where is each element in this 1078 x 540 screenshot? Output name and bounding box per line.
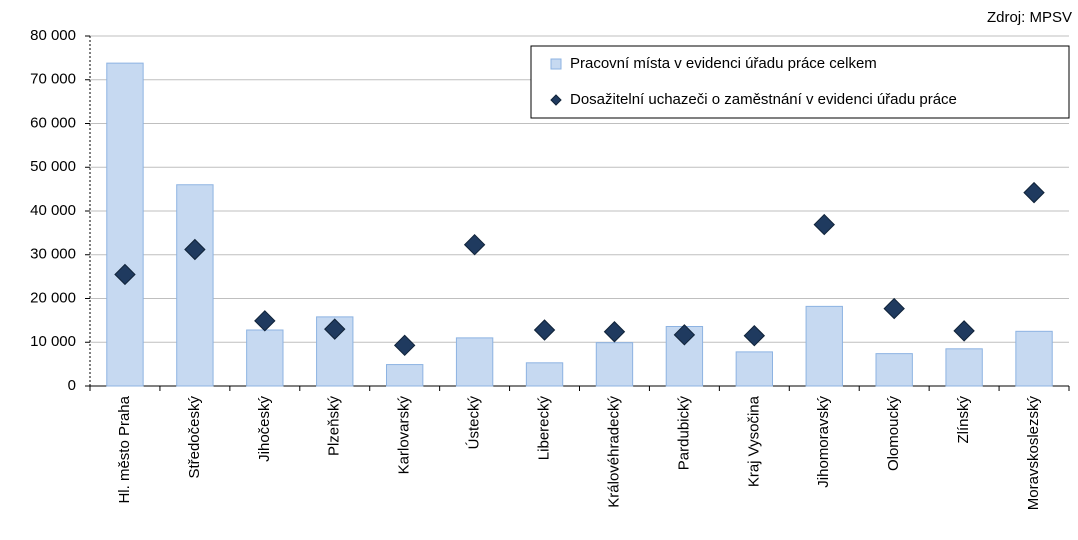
marker: [184, 238, 206, 261]
bar: [735, 351, 774, 387]
y-tick-label: 10 000: [30, 333, 76, 350]
x-tick-label: Jihomoravský: [815, 396, 832, 488]
bar: [525, 362, 564, 387]
x-tick-label: Karlovarský: [396, 396, 413, 475]
bar: [385, 364, 424, 387]
bar: [875, 353, 913, 387]
marker: [114, 263, 136, 286]
source-note: Zdroj: MPSV: [987, 9, 1072, 26]
marker: [673, 324, 696, 346]
y-tick-label: 30 000: [30, 246, 76, 263]
marker: [393, 334, 416, 357]
marker: [324, 318, 346, 340]
legend-label: Pracovní místa v evidenci úřadu práce ce…: [570, 55, 877, 72]
x-tick-label: Jihočeský: [256, 396, 273, 462]
legend-label: Dosažitelní uchazeči o zaměstnání v evid…: [570, 91, 957, 108]
x-tick-label: Ústecký: [466, 396, 483, 450]
y-tick-label: 80 000: [30, 27, 76, 44]
bar: [595, 342, 634, 387]
x-tick-label: Hl. město Praha: [116, 395, 133, 503]
bar: [1015, 330, 1053, 387]
bar: [106, 62, 144, 387]
legend-swatch: [550, 94, 562, 106]
bar: [246, 329, 284, 387]
y-tick-label: 40 000: [30, 202, 76, 219]
marker: [463, 233, 486, 256]
marker: [533, 319, 556, 341]
y-tick-label: 0: [68, 377, 76, 394]
bar: [176, 184, 214, 387]
legend-swatch: [550, 58, 562, 70]
bar: [805, 305, 843, 387]
y-tick-label: 50 000: [30, 158, 76, 175]
x-tick-label: Moravskoslezský: [1025, 396, 1042, 511]
y-tick-label: 60 000: [30, 114, 76, 131]
x-tick-label: Královéhradecký: [605, 396, 622, 508]
y-tick-label: 70 000: [30, 71, 76, 88]
y-tick-label: 20 000: [30, 289, 76, 306]
x-tick-label: Plzeňský: [326, 396, 343, 457]
bar: [455, 337, 494, 387]
marker: [883, 297, 905, 320]
bar: [945, 348, 983, 387]
marker: [813, 213, 835, 236]
x-tick-label: Olomoucký: [885, 396, 902, 472]
marker: [603, 321, 626, 343]
legend-box: [530, 45, 1070, 119]
marker: [1023, 181, 1045, 204]
x-tick-label: Pardubický: [675, 396, 692, 471]
x-tick-label: Kraj Vysočina: [745, 395, 762, 487]
marker: [254, 310, 276, 332]
x-tick-label: Středočeský: [186, 396, 203, 479]
marker: [953, 320, 975, 342]
marker: [743, 324, 766, 347]
x-tick-label: Liberecký: [536, 396, 553, 461]
x-tick-label: Zlínský: [955, 396, 972, 444]
